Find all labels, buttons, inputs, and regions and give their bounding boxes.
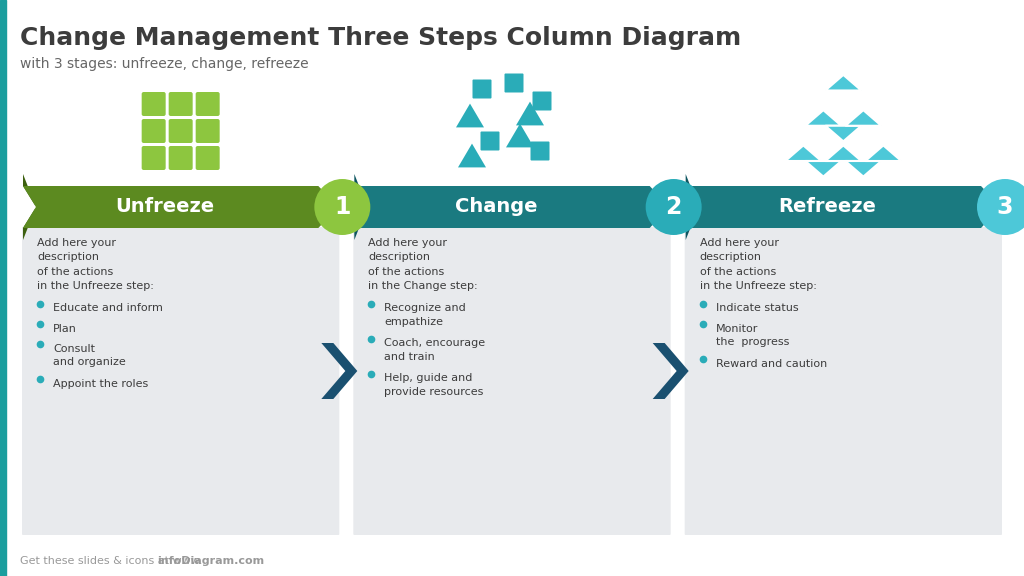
Polygon shape — [354, 174, 368, 207]
Text: infoDiagram.com: infoDiagram.com — [158, 556, 265, 566]
Polygon shape — [785, 145, 821, 161]
Polygon shape — [686, 174, 698, 207]
FancyBboxPatch shape — [353, 227, 671, 535]
Circle shape — [977, 179, 1024, 235]
FancyBboxPatch shape — [480, 131, 500, 150]
FancyBboxPatch shape — [169, 92, 193, 116]
FancyBboxPatch shape — [196, 146, 220, 170]
Text: Get these slides & icons at www.: Get these slides & icons at www. — [20, 556, 203, 566]
Text: Help, guide and
provide resources: Help, guide and provide resources — [384, 373, 483, 397]
Bar — [0, 0, 6, 576]
Polygon shape — [458, 143, 486, 168]
Text: 1: 1 — [334, 195, 350, 219]
Circle shape — [314, 179, 371, 235]
Polygon shape — [506, 124, 534, 147]
FancyBboxPatch shape — [532, 92, 552, 111]
Polygon shape — [846, 161, 882, 177]
Polygon shape — [322, 343, 357, 399]
Polygon shape — [23, 174, 36, 207]
Text: Coach, encourage
and train: Coach, encourage and train — [384, 338, 485, 362]
Polygon shape — [23, 186, 338, 228]
Text: Monitor
the  progress: Monitor the progress — [716, 324, 790, 347]
Polygon shape — [686, 186, 1001, 228]
Text: Appoint the roles: Appoint the roles — [53, 379, 148, 389]
FancyBboxPatch shape — [196, 92, 220, 116]
Text: Change: Change — [455, 198, 538, 217]
Text: Consult
and organize: Consult and organize — [53, 344, 126, 367]
Text: Add here your
description
of the actions
in the Unfreeze step:: Add here your description of the actions… — [37, 238, 154, 291]
FancyBboxPatch shape — [685, 227, 1002, 535]
Text: Add here your
description
of the actions
in the Change step:: Add here your description of the actions… — [369, 238, 478, 291]
Polygon shape — [805, 161, 842, 177]
Polygon shape — [825, 145, 861, 161]
Text: Plan: Plan — [53, 324, 77, 334]
Polygon shape — [652, 343, 689, 399]
FancyBboxPatch shape — [22, 227, 339, 535]
FancyBboxPatch shape — [169, 146, 193, 170]
FancyBboxPatch shape — [141, 119, 166, 143]
Polygon shape — [825, 126, 861, 141]
FancyBboxPatch shape — [141, 146, 166, 170]
Polygon shape — [354, 186, 670, 228]
Polygon shape — [846, 110, 882, 126]
Text: Recognize and
empathize: Recognize and empathize — [384, 303, 466, 327]
Polygon shape — [354, 207, 368, 240]
FancyBboxPatch shape — [472, 79, 492, 98]
Polygon shape — [805, 110, 842, 126]
Polygon shape — [23, 207, 36, 240]
Circle shape — [646, 179, 701, 235]
Text: 2: 2 — [666, 195, 682, 219]
Polygon shape — [516, 101, 544, 126]
Text: Unfreeze: Unfreeze — [115, 198, 214, 217]
Text: Indicate status: Indicate status — [716, 303, 799, 313]
FancyBboxPatch shape — [196, 119, 220, 143]
Text: Educate and inform: Educate and inform — [53, 303, 163, 313]
FancyBboxPatch shape — [169, 119, 193, 143]
Text: 3: 3 — [996, 195, 1014, 219]
Text: with 3 stages: unfreeze, change, refreeze: with 3 stages: unfreeze, change, refreez… — [20, 57, 308, 71]
Polygon shape — [865, 145, 901, 161]
Polygon shape — [686, 207, 698, 240]
FancyBboxPatch shape — [530, 142, 550, 161]
Text: Add here your
description
of the actions
in the Unfreeze step:: Add here your description of the actions… — [699, 238, 816, 291]
Polygon shape — [825, 75, 861, 90]
Text: Change Management Three Steps Column Diagram: Change Management Three Steps Column Dia… — [20, 26, 741, 50]
Text: Refreeze: Refreeze — [778, 198, 877, 217]
Text: Reward and caution: Reward and caution — [716, 359, 827, 369]
FancyBboxPatch shape — [141, 92, 166, 116]
Polygon shape — [456, 104, 484, 127]
FancyBboxPatch shape — [505, 74, 523, 93]
